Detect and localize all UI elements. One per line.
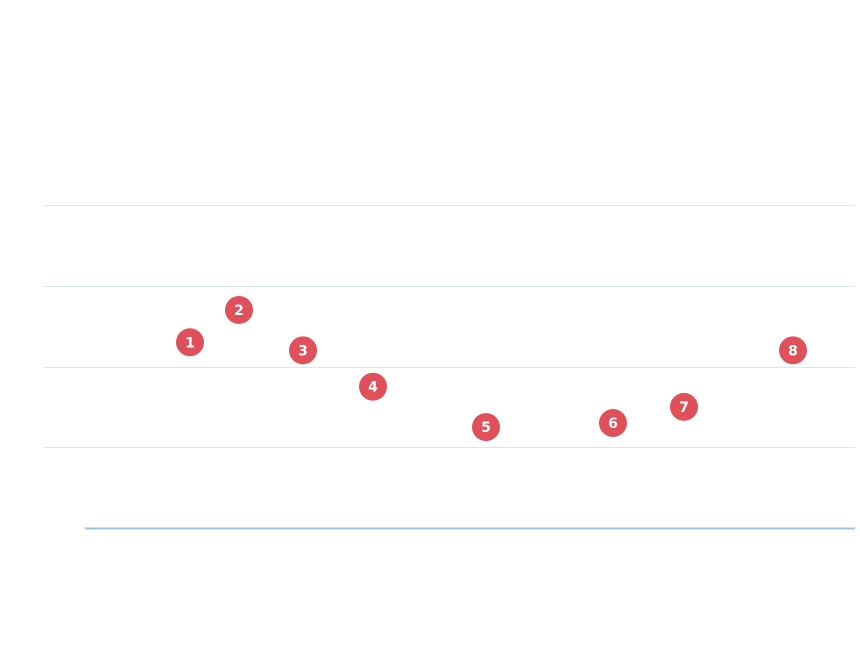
point-marker[interactable] [225,295,253,324]
data-point[interactable]: 5 [472,413,500,442]
point-marker[interactable] [176,328,204,357]
point-label: 4 [368,380,378,396]
point-marker[interactable] [779,336,807,365]
point-label: 6 [608,416,618,432]
data-point[interactable]: 6 [599,409,627,438]
data-points: 1 2 3 4 5 6 7 8 [176,295,807,442]
point-label: 1 [185,335,195,351]
point-marker[interactable] [472,413,500,442]
point-marker[interactable] [289,336,317,365]
point-label: 2 [234,303,244,319]
point-label: 7 [679,400,689,416]
data-point[interactable]: 8 [779,336,807,365]
data-point[interactable]: 7 [670,392,698,421]
data-point[interactable]: 4 [359,372,387,401]
point-label: 3 [298,343,308,359]
data-point[interactable]: 3 [289,336,317,365]
point-marker[interactable] [599,409,627,438]
data-point[interactable]: 1 [176,328,204,357]
data-point[interactable]: 2 [225,295,253,324]
point-marker[interactable] [670,392,698,421]
gridlines [44,205,855,448]
point-label: 8 [788,343,798,359]
point-label: 5 [481,420,491,436]
point-marker[interactable] [359,372,387,401]
